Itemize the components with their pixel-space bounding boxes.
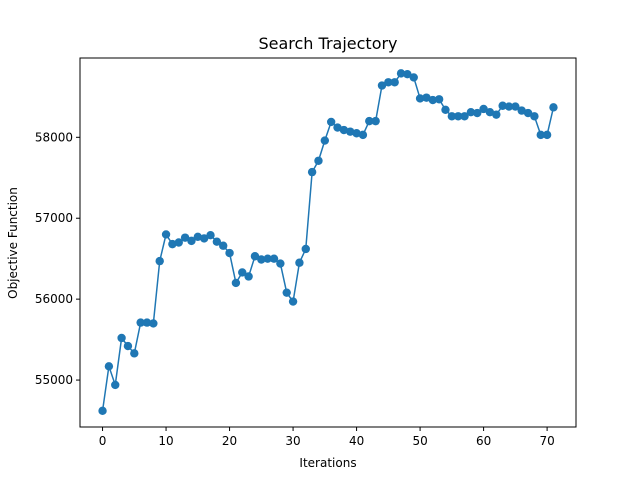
y-tick-label: 56000 [35,292,73,306]
data-point [434,95,444,104]
data-point [257,255,266,264]
data-point [282,288,291,297]
data-point [396,69,406,78]
data-point [517,106,526,115]
data-point [301,244,310,254]
data-point [206,231,215,240]
data-point [238,268,247,277]
data-point [180,233,190,242]
x-tick-label: 50 [412,434,427,448]
data-point [263,254,272,263]
data-point [339,125,349,135]
data-point [244,272,253,281]
data-point [123,341,133,351]
data-point [498,101,507,110]
data-point [371,116,380,126]
data-point [199,234,209,243]
data-point [276,259,285,268]
data-point [479,104,488,114]
data-point [320,136,330,145]
data-point [428,95,437,105]
data-point [511,102,520,111]
data-point [403,69,412,79]
chart-title: Search Trajectory [258,34,397,53]
data-point [409,73,418,82]
x-tick-label: 70 [539,434,554,448]
data-point [377,81,387,90]
data-point [473,108,482,118]
data-point [390,78,399,87]
data-point [504,102,514,111]
x-tick-label: 10 [158,434,173,448]
y-tick-label: 55000 [35,373,73,387]
x-axis-label: Iterations [299,456,356,470]
data-point [142,318,152,327]
x-tick-label: 0 [99,434,107,448]
data-point [155,256,164,266]
data-point [492,110,501,119]
data-point [352,129,361,138]
data-point [466,108,476,117]
data-point [136,318,145,327]
data-point [549,103,558,112]
data-point [530,112,539,121]
data-point [225,248,234,258]
plot-frame [79,57,577,428]
data-point [485,108,495,117]
x-tick-label: 60 [476,434,491,448]
data-point [415,94,425,103]
series-markers [98,69,558,416]
data-point [447,112,457,121]
data-point [231,278,241,288]
data-point [536,130,545,140]
data-point [333,123,342,132]
data-point [295,258,304,267]
data-point [384,78,393,87]
data-point [326,117,336,127]
data-point [98,406,107,416]
data-point [193,232,203,242]
x-tick-label: 30 [285,434,300,448]
data-point [117,333,126,343]
y-tick-label: 58000 [35,130,73,144]
data-point [130,349,139,358]
data-point [346,127,355,136]
data-point [453,112,463,121]
data-point [187,236,196,246]
data-point [168,239,177,249]
data-point [250,252,260,261]
data-point [441,105,450,114]
data-point [149,319,158,328]
data-point [111,380,120,390]
data-point [104,362,114,371]
data-point [314,156,323,165]
x-tick-label: 20 [222,434,237,448]
data-point [307,167,317,177]
data-point [161,230,171,239]
x-tick-label: 40 [349,434,364,448]
data-point [212,237,222,246]
axis-ticks: 0 10 20 30 40 50 60 70 55000 56000 57000 58000 [35,130,555,448]
y-axis-label: Objective Function [6,187,20,299]
data-point [288,297,298,306]
data-point [460,112,469,121]
y-tick-label: 57000 [35,211,73,225]
data-point [174,238,183,247]
data-point [358,130,368,140]
data-point [542,130,552,140]
data-point [269,254,279,263]
data-point [219,241,228,250]
data-point [365,116,374,126]
data-point [422,93,431,102]
data-point [523,108,533,118]
